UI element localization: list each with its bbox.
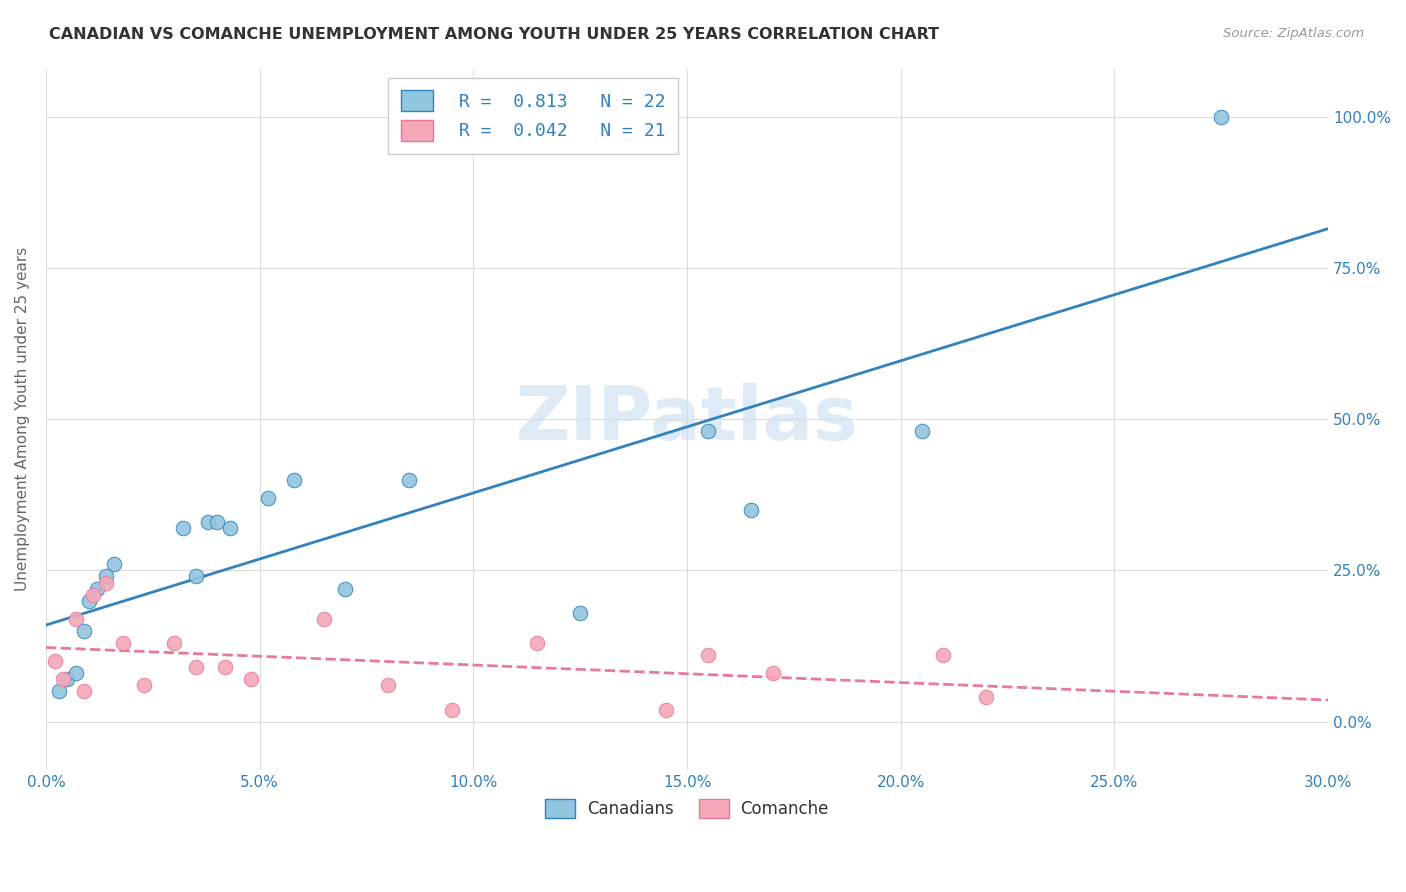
Point bbox=[761, 666, 783, 681]
Point bbox=[398, 473, 420, 487]
Point bbox=[377, 678, 399, 692]
Point bbox=[974, 690, 997, 705]
Point bbox=[77, 593, 100, 607]
Y-axis label: Unemployment Among Youth under 25 years: Unemployment Among Youth under 25 years bbox=[15, 247, 30, 591]
Point bbox=[103, 558, 125, 572]
Point bbox=[184, 569, 207, 583]
Point bbox=[333, 582, 356, 596]
Point bbox=[1211, 110, 1233, 124]
Point bbox=[65, 612, 87, 626]
Legend: Canadians, Comanche: Canadians, Comanche bbox=[538, 793, 835, 825]
Point bbox=[932, 648, 955, 662]
Point bbox=[172, 521, 194, 535]
Point bbox=[205, 515, 228, 529]
Point bbox=[73, 624, 96, 638]
Point bbox=[184, 660, 207, 674]
Point bbox=[134, 678, 156, 692]
Point bbox=[111, 636, 134, 650]
Point bbox=[218, 521, 240, 535]
Point bbox=[654, 702, 676, 716]
Point bbox=[94, 575, 117, 590]
Point bbox=[440, 702, 463, 716]
Point bbox=[312, 612, 335, 626]
Point bbox=[82, 588, 104, 602]
Point bbox=[86, 582, 108, 596]
Point bbox=[65, 666, 87, 681]
Point bbox=[526, 636, 548, 650]
Point bbox=[697, 425, 720, 439]
Point bbox=[56, 673, 79, 687]
Point bbox=[214, 660, 236, 674]
Point bbox=[257, 491, 280, 505]
Point bbox=[44, 654, 66, 668]
Point bbox=[911, 425, 934, 439]
Text: CANADIAN VS COMANCHE UNEMPLOYMENT AMONG YOUTH UNDER 25 YEARS CORRELATION CHART: CANADIAN VS COMANCHE UNEMPLOYMENT AMONG … bbox=[49, 27, 939, 42]
Point bbox=[73, 684, 96, 698]
Point bbox=[240, 673, 263, 687]
Text: ZIPatlas: ZIPatlas bbox=[516, 383, 859, 456]
Point bbox=[283, 473, 305, 487]
Point bbox=[197, 515, 219, 529]
Point bbox=[740, 503, 762, 517]
Point bbox=[52, 673, 75, 687]
Text: Source: ZipAtlas.com: Source: ZipAtlas.com bbox=[1223, 27, 1364, 40]
Point bbox=[697, 648, 720, 662]
Point bbox=[48, 684, 70, 698]
Point bbox=[163, 636, 186, 650]
Point bbox=[94, 569, 117, 583]
Point bbox=[569, 606, 592, 620]
